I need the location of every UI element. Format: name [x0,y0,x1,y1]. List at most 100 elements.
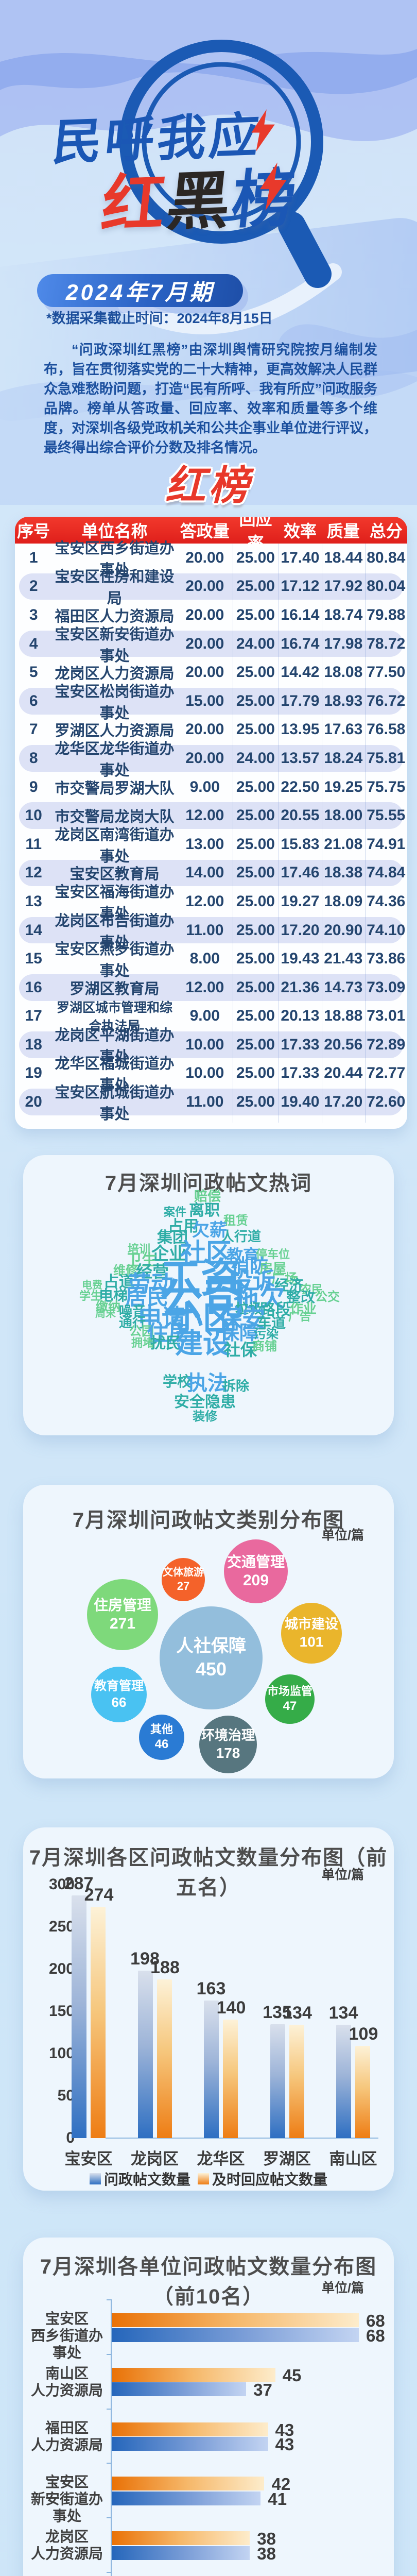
group-label: 龙岗区 人力资源局 [24,2528,110,2562]
hbar-value-label: 38 [257,2544,276,2563]
cloud-word: 扰民 [150,1335,181,1352]
value-cell: 21.36 [281,978,320,996]
value-cell: 12.00 [185,807,224,824]
column-header: 单位名称 [81,522,148,540]
bubble-value: 209 [242,1571,269,1589]
group-label-line2: 人力资源局 [30,2382,103,2398]
axis-tick [107,2353,111,2355]
cloud-word: 经济 [274,1277,304,1293]
value-cell: 25.00 [236,578,275,595]
value-cell: 25.00 [236,978,275,996]
value-cell: 5 [29,664,38,681]
category-bubble: 其他 46 [139,1715,184,1760]
value-cell: 14.00 [185,864,224,882]
hbar-posts [112,2313,359,2327]
row-stripe [19,974,403,1001]
bar-value-label: 135 [263,2002,292,2022]
bubble-value: 47 [283,1699,297,1713]
bubble-value: 27 [177,1579,190,1592]
row-stripe [19,573,403,600]
unit-name-cell: 罗湖区教育局 [70,980,160,997]
bubble-unit-label: 单位/篇 [322,1528,364,1543]
unit-name-cell: 福田区人力资源局 [55,608,175,625]
table-row: 18 龙岗区平湖街道办事处 10.00 25.00 17.33 20.56 72.89 [15,1027,407,1065]
table-header-row: 序号 单位名称 答政量 回应率 效率 质量 总分 [15,517,407,552]
value-cell: 18.00 [324,807,363,824]
value-cell: 1 [29,549,38,566]
value-cell: 25.00 [236,1093,275,1111]
bubble-label: 其他 [150,1723,173,1736]
value-cell: 12.00 [185,978,224,996]
cloud-word: 消防 [231,1255,269,1276]
cloud-word: 离职 [189,1202,220,1219]
bar-value-label: 188 [150,1957,180,1977]
cloud-word: 电梯 [98,1287,128,1303]
value-cell: 20.55 [281,807,320,824]
value-cell: 13.95 [281,721,320,738]
category-label: 龙岗区 [131,2150,179,2168]
edition-banner: 2024年7月期 [37,274,243,307]
table-row: 13 宝安区福海街道办事处 12.00 25.00 19.27 18.09 74.36 [15,884,407,922]
value-cell: 25.00 [236,692,275,709]
value-cell: 75.55 [367,807,406,824]
row-stripe [19,687,403,715]
value-cell: 10 [25,807,42,824]
category-label: 宝安区 [64,2150,113,2168]
unit-name-cell: 龙华区龙华街道办事处 [55,740,175,779]
value-cell: 6 [29,692,38,709]
category-label: 罗湖区 [263,2150,311,2168]
value-cell: 13 [25,892,42,910]
category-bubble: 教育管理 66 [91,1667,147,1722]
y-axis-tick: 50 [57,2087,75,2104]
table-row: 10 市交警局龙岗大队 12.00 25.00 20.55 18.00 75.55 [15,801,407,830]
unit-bar-card: 7月深圳各单位问政帖文数量分布图（前10名） 单位/篇 68 68 宝安区 西乡街道办… [23,2238,394,2576]
hbar-value-label: 45 [282,2365,302,2385]
bar-value-label: 134 [283,2003,312,2023]
hbar-responses [112,2437,268,2451]
value-cell: 21.43 [324,950,363,968]
cloud-word: 缴纳 [96,1300,120,1314]
value-cell: 18 [25,1036,42,1053]
hbar-value-label: 41 [268,2489,287,2509]
cloud-word: 拥堵 [131,1336,154,1349]
hbar-responses [112,2382,247,2397]
value-cell: 17.92 [324,578,363,595]
value-cell: 15 [25,950,42,968]
y-axis-tick: 150 [48,2003,75,2020]
cloud-word: 投诉 [230,1268,275,1294]
category-bubble: 城市建设 101 [281,1603,342,1664]
column-header: 质量 [326,522,360,540]
cloud-word: 污染 [254,1327,279,1341]
bar-value-label: 109 [349,2024,378,2044]
row-stripe [19,630,403,657]
value-cell: 19.25 [324,778,363,795]
cloud-word: 保障 [219,1323,259,1344]
cloud-word: 公司 [159,1275,247,1324]
group-label-line2: 人力资源局 [30,2546,103,2562]
bubble-value: 46 [154,1737,169,1751]
cloud-word: 垃圾 [235,1301,263,1316]
cloud-word: 人行道 [220,1229,262,1244]
value-cell: 72.60 [367,1093,406,1111]
value-cell: 10.00 [185,1064,224,1082]
lightning-icon [260,162,287,211]
magnifier-icon [117,40,342,334]
value-cell: 18.88 [324,1007,363,1025]
bar-posts [270,2024,285,2138]
data-collection-note: *数据采集截止时间：2024年8月15日 [46,311,273,326]
value-cell: 17.46 [281,864,320,882]
cloud-word: 案件 [163,1206,187,1218]
value-cell: 74.10 [367,921,406,939]
value-cell: 73.01 [367,1007,406,1025]
value-cell: 77.50 [367,664,406,681]
red-list-table: 序号 单位名称 答政量 回应率 效率 质量 总分 1 宝安区西乡街道办事处 20.00 25.00… [15,517,407,1129]
value-cell: 20.00 [185,578,224,595]
cloud-word: 企业 [151,1244,186,1264]
value-cell: 18.44 [324,549,363,566]
bubble-value: 271 [109,1615,136,1632]
bubble-chart: 人社保障 450 住房管理 271 交通管理 209 环境治理 178 城市建设 101 教育管理 6… [23,1485,394,1778]
group-label: 宝安区 新安街道办事处 [24,2473,110,2524]
value-cell: 25.00 [236,1036,275,1053]
lightning-icon [251,109,275,151]
value-cell: 17.79 [281,692,320,709]
